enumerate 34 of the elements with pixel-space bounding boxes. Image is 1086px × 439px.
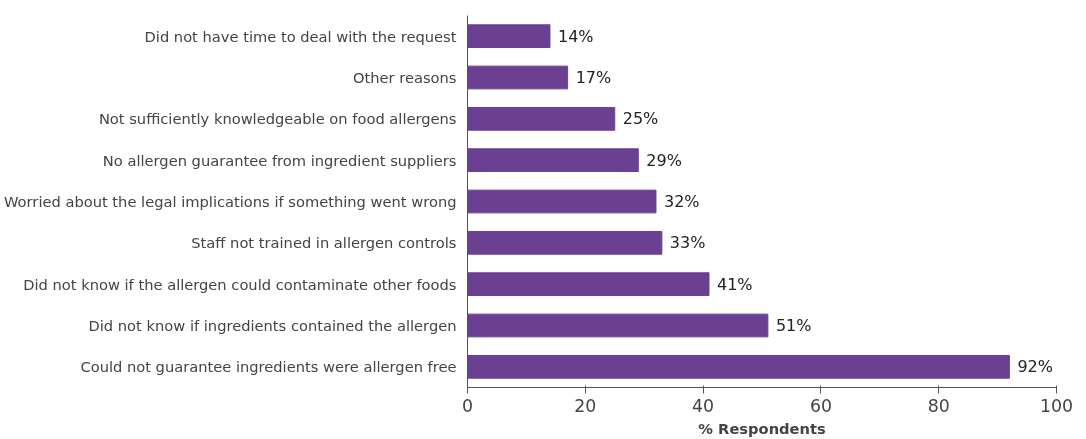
- y-tick-label: Did not have time to deal with the request: [144, 27, 457, 45]
- bar: [467, 65, 569, 90]
- x-tick-label: 40: [692, 395, 715, 416]
- y-tick-label: Staff not trained in allergen controls: [191, 234, 457, 252]
- y-tick-label: Could not guarantee ingredients were allergen free: [80, 358, 457, 376]
- y-tick-label: Worried about the legal implications if something went wrong: [4, 193, 457, 210]
- x-tick-label: 0: [461, 395, 474, 416]
- y-tick-label: Did not know if ingredients contained the allergen: [88, 317, 457, 334]
- x-tick-label: 80: [927, 395, 950, 416]
- bar: [467, 313, 769, 338]
- data-label: 29%: [646, 150, 682, 170]
- bar: [467, 354, 1010, 379]
- data-label: 32%: [663, 192, 700, 211]
- bar: [467, 230, 663, 255]
- bar: [467, 148, 639, 173]
- data-label: 14%: [557, 26, 594, 46]
- data-label: 25%: [622, 109, 659, 129]
- data-label: 41%: [716, 274, 753, 294]
- y-tick-label: Not sufficiently knowledgeable on food allergens: [98, 110, 457, 128]
- x-tick-label: 60: [809, 395, 832, 416]
- x-tick-label: 20: [574, 395, 597, 416]
- data-label: 17%: [575, 68, 612, 87]
- x-axis-title: % Respondents: [698, 419, 826, 437]
- bar: [467, 24, 551, 49]
- x-tick-label: 100: [1039, 395, 1074, 416]
- data-label: 92%: [1017, 357, 1053, 377]
- y-tick-label: Did not know if the allergen could contaminate other foods: [23, 275, 457, 293]
- y-tick-label: Other reasons: [353, 69, 457, 86]
- data-label: 33%: [669, 233, 706, 253]
- bar: [467, 189, 657, 214]
- data-label: 51%: [775, 316, 812, 335]
- bar: [467, 106, 616, 131]
- y-tick-label: No allergen guarantee from ingredient suppliers: [102, 151, 457, 169]
- bar: [467, 272, 710, 297]
